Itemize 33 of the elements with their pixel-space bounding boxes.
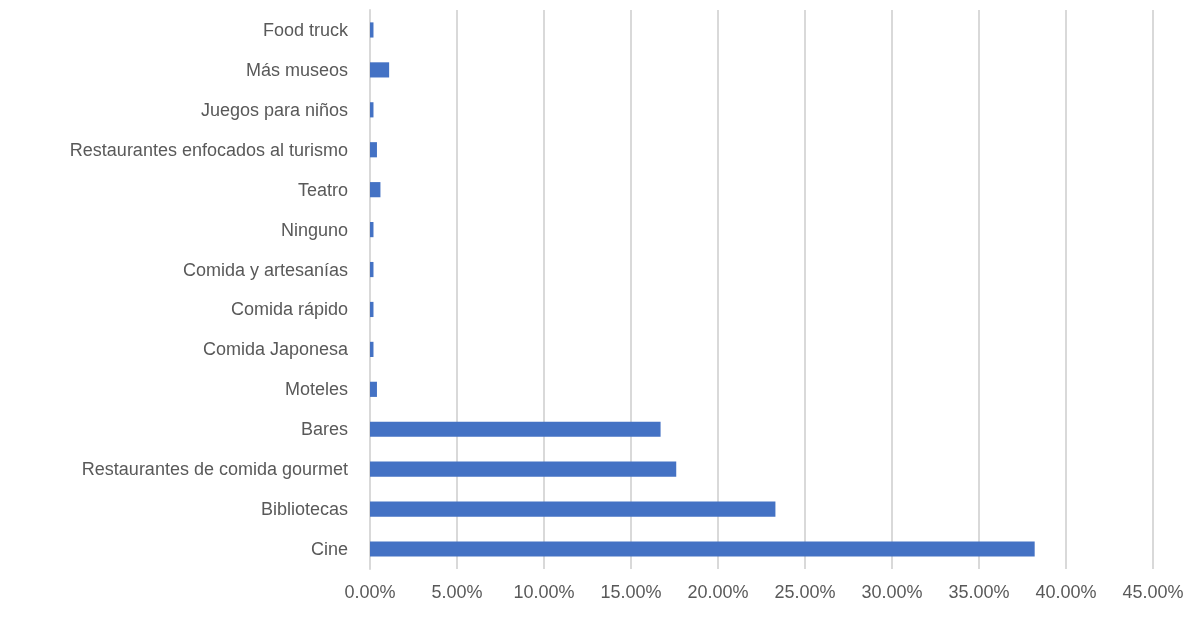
bar bbox=[370, 381, 377, 397]
y-tick-label: Comida rápido bbox=[230, 299, 348, 320]
y-tick-label: Comida Japonesa bbox=[202, 339, 349, 360]
bar bbox=[370, 142, 377, 158]
bar bbox=[370, 461, 677, 477]
x-tick-label: 0.00% bbox=[344, 582, 396, 602]
x-tick-label: 15.00% bbox=[600, 582, 662, 602]
y-tick-label: Ninguno bbox=[280, 219, 348, 240]
y-tick-label: Más museos bbox=[245, 59, 348, 80]
bar bbox=[370, 62, 390, 78]
y-tick-label: Restaurantes enfocados al turismo bbox=[69, 139, 348, 160]
y-tick-label: Bares bbox=[300, 419, 348, 440]
x-tick-label: 35.00% bbox=[948, 582, 1010, 602]
y-tick-label: Juegos para niños bbox=[200, 99, 348, 120]
x-tick-label: 20.00% bbox=[687, 582, 749, 602]
y-tick-label: Moteles bbox=[284, 379, 348, 400]
x-tick-label: 10.00% bbox=[513, 582, 575, 602]
bar bbox=[370, 541, 1035, 557]
y-tick-label: Comida y artesanías bbox=[182, 259, 348, 280]
x-tick-label: 5.00% bbox=[431, 582, 483, 602]
bar bbox=[370, 501, 776, 517]
x-tick-label: 45.00% bbox=[1122, 582, 1184, 602]
y-tick-label: Bibliotecas bbox=[260, 499, 348, 520]
y-tick-label: Cine bbox=[310, 539, 348, 560]
x-tick-label: 30.00% bbox=[861, 582, 923, 602]
bar bbox=[370, 22, 374, 38]
bar bbox=[370, 421, 661, 437]
y-tick-label: Restaurantes de comida gourmet bbox=[81, 459, 348, 480]
y-tick-label: Food truck bbox=[262, 19, 349, 40]
y-tick-label: Teatro bbox=[297, 179, 348, 200]
x-tick-label: 40.00% bbox=[1035, 582, 1097, 602]
bar bbox=[370, 182, 381, 198]
x-tick-label: 25.00% bbox=[774, 582, 836, 602]
